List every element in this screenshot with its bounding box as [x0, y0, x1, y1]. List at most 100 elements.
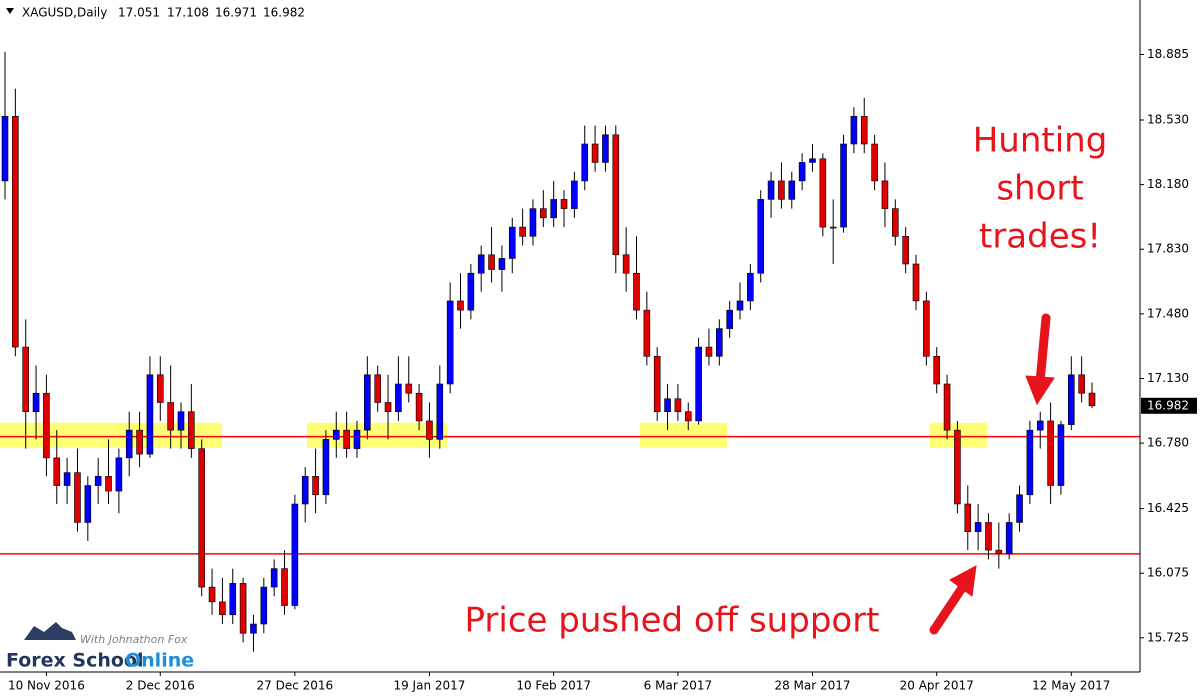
candle-body	[726, 309, 733, 329]
price-tag	[1141, 397, 1197, 414]
candle-body	[467, 272, 475, 311]
candle-body	[374, 374, 381, 403]
candle-body	[622, 254, 630, 274]
candle-body	[695, 346, 702, 422]
menu-triangle	[6, 8, 14, 14]
candle-body	[1, 116, 9, 182]
candle-body	[840, 143, 847, 228]
candle-body	[332, 429, 340, 440]
candle-body	[488, 254, 495, 270]
candle-body	[364, 374, 371, 431]
candle-body	[343, 429, 350, 449]
annotation: short	[996, 169, 1083, 209]
candle-body	[767, 180, 775, 200]
x-tick-label: 20 Apr 2017	[900, 679, 974, 693]
candle-body	[612, 134, 620, 256]
arrow	[929, 583, 967, 635]
candle-body	[208, 586, 216, 603]
candle-body	[798, 162, 806, 182]
arrows	[929, 313, 1055, 635]
logo-name: Online	[125, 650, 194, 672]
candle-body	[850, 116, 858, 145]
open: 17.051	[118, 6, 160, 20]
candle-body	[415, 392, 423, 422]
candle-body	[43, 392, 50, 459]
candle-body	[136, 429, 143, 455]
candle-body	[1047, 420, 1054, 486]
low: 16.971	[215, 6, 257, 20]
candle-body	[871, 143, 878, 182]
candle-body	[757, 199, 765, 274]
candle-body	[125, 429, 133, 459]
candle-body	[22, 346, 30, 412]
zone	[307, 422, 447, 448]
candle-body	[602, 134, 609, 163]
candle-body	[581, 143, 589, 182]
candle-body	[550, 199, 557, 219]
candle-body	[985, 522, 992, 551]
candle-body	[881, 180, 889, 209]
x-tick-label: 27 Dec 2016	[257, 679, 334, 693]
high: 17.108	[167, 6, 209, 20]
candle-body	[84, 485, 92, 523]
y-tick-label: 18.885	[1147, 47, 1189, 61]
candle-body	[809, 158, 816, 163]
candle-body	[591, 143, 599, 163]
candle-body	[892, 208, 899, 237]
candle-body	[312, 476, 319, 496]
candle-body	[353, 429, 361, 449]
x-tick-label: 12 May 2017	[1032, 679, 1110, 693]
candle-body	[63, 472, 71, 486]
candle-body	[819, 158, 827, 228]
candle-body	[1016, 494, 1023, 523]
arrow-head	[949, 565, 977, 597]
candle-body	[477, 254, 485, 274]
candle-body	[1088, 392, 1096, 407]
candle-body	[270, 568, 278, 588]
candle-body	[198, 448, 205, 588]
candle-body	[633, 272, 640, 311]
candle-body	[705, 346, 713, 357]
candle-body	[954, 429, 961, 505]
x-tick-label: 19 Jan 2017	[393, 679, 465, 693]
candle-body	[115, 457, 123, 492]
x-tick-label: 28 Mar 2017	[774, 679, 850, 693]
candle-body	[778, 180, 785, 200]
candle-body	[260, 586, 268, 625]
candle-body	[94, 476, 102, 486]
annotation: Price pushed off support	[464, 601, 879, 641]
candle-body	[684, 411, 692, 422]
candle-body	[74, 472, 81, 523]
symbol: XAGUSD,Daily	[22, 6, 107, 20]
candle-body	[250, 623, 257, 634]
candle-body	[322, 439, 330, 496]
candle-body	[736, 300, 744, 311]
candle-body	[426, 420, 433, 440]
candle-body	[53, 457, 61, 486]
candle-body	[943, 383, 951, 431]
candle-body	[964, 503, 972, 532]
candle-body	[498, 258, 506, 270]
zone	[0, 422, 222, 448]
candle-body	[105, 476, 112, 492]
y-tick-label: 17.130	[1147, 371, 1189, 385]
y-tick-label: 18.530	[1147, 113, 1189, 127]
plot	[0, 51, 1140, 652]
candle-body	[860, 116, 868, 145]
candle-body	[974, 522, 982, 532]
candle-body	[301, 476, 309, 505]
candle-body	[933, 356, 941, 385]
y-tick-label: 16.425	[1147, 501, 1189, 515]
candle-body	[457, 300, 464, 311]
arrow-head	[1025, 375, 1055, 406]
candle-body	[281, 568, 288, 606]
y-tick-label: 17.830	[1147, 242, 1189, 256]
x-tick-label: 6 Mar 2017	[644, 679, 712, 693]
candle-body	[560, 199, 568, 209]
zone	[640, 422, 727, 448]
candle-body	[167, 402, 174, 431]
candle-body	[405, 383, 413, 394]
candle-body	[32, 392, 40, 412]
x-tick-label: 10 Nov 2016	[8, 679, 85, 693]
